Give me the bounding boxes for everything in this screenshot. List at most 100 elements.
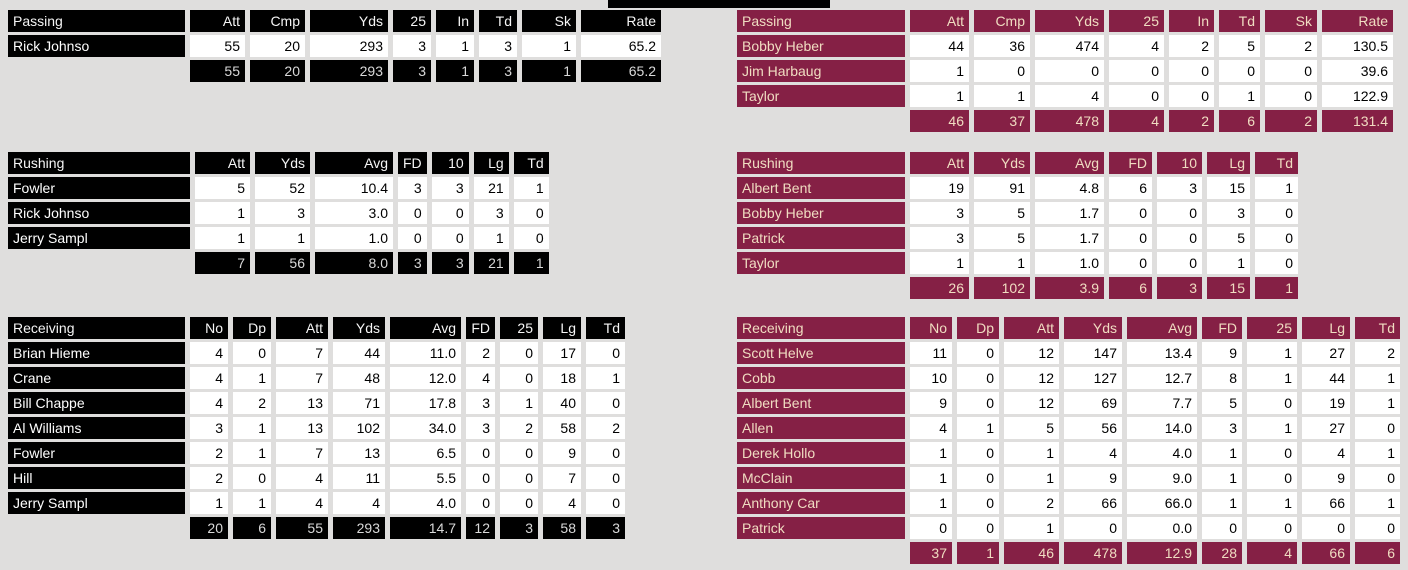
stat-cell: 0 (398, 202, 427, 224)
stat-cell: 1 (1355, 367, 1400, 389)
stat-cell: 3 (1202, 417, 1242, 439)
player-row: Jerry Sampl 1 1 1.0 0 0 1 0 (8, 227, 549, 249)
stat-cell: 0 (1265, 85, 1317, 107)
totals-row: 46 37 478 4 2 6 2 131.4 (737, 110, 1393, 132)
player-row: Jim Harbaug 1 0 0 0 0 0 0 39.6 (737, 60, 1393, 82)
stat-cell: 5.5 (390, 467, 461, 489)
left-passing-table: Passing Att Cmp Yds 25 In Td Sk Rate Rick Johnso 5… (3, 7, 666, 85)
column-header: 10 (431, 152, 469, 174)
total-cell: 8.0 (315, 252, 393, 274)
stat-cell: 0 (500, 442, 538, 464)
table-title-cell: Rushing (737, 152, 905, 174)
stat-cell: 7 (276, 442, 328, 464)
stat-cell: 1 (1202, 442, 1242, 464)
stat-cell: 0 (586, 467, 625, 489)
stat-cell: 0 (500, 367, 538, 389)
stat-cell: 3.0 (315, 202, 393, 224)
stat-cell: 56 (1064, 417, 1122, 439)
table-title-cell: Receiving (8, 317, 185, 339)
stat-cell: 4 (190, 392, 228, 414)
player-row: Brian Hieme 4 0 7 44 11.0 2 0 17 0 (8, 342, 625, 364)
stat-cell: 0 (957, 342, 999, 364)
stat-cell: 1 (1247, 417, 1297, 439)
right-rushing-table: Rushing Att Yds Avg FD 10 Lg Td Albert Bent 19 91 4… (732, 149, 1303, 302)
stat-cell: 0 (1064, 517, 1122, 539)
total-cell: 15 (1207, 277, 1250, 299)
header-row: Rushing Att Yds Avg FD 10 Lg Td (737, 152, 1298, 174)
stat-cell: 71 (333, 392, 385, 414)
stat-cell: 3 (1157, 177, 1202, 199)
total-cell: 3 (1157, 277, 1202, 299)
stat-cell: 3 (479, 35, 517, 57)
column-header: No (190, 317, 228, 339)
stat-cell: 6 (1109, 177, 1152, 199)
stat-cell: 1.0 (1035, 252, 1104, 274)
stat-cell: 1 (190, 492, 228, 514)
column-header: Cmp (250, 10, 305, 32)
total-blank-cell (737, 277, 905, 299)
player-row: Allen 4 1 5 56 14.0 3 1 27 0 (737, 417, 1400, 439)
stat-cell: 1 (586, 367, 625, 389)
total-blank-cell (8, 60, 185, 82)
title-bar (608, 0, 830, 8)
stat-cell: 1 (910, 442, 952, 464)
column-header: Lg (1302, 317, 1350, 339)
right-passing-table: Passing Att Cmp Yds 25 In Td Sk Rate Bobby Heber 4… (732, 7, 1398, 135)
stat-cell: 0 (1169, 60, 1214, 82)
column-header: Yds (333, 317, 385, 339)
total-cell: 6 (1109, 277, 1152, 299)
total-cell: 3.9 (1035, 277, 1104, 299)
stat-cell: 0 (1169, 85, 1214, 107)
column-header: No (910, 317, 952, 339)
player-name-cell: Bobby Heber (737, 35, 905, 57)
table-title-cell: Rushing (8, 152, 190, 174)
column-header: In (436, 10, 474, 32)
stat-cell: 4 (1109, 35, 1164, 57)
stat-cell: 0 (586, 442, 625, 464)
total-cell: 3 (393, 60, 431, 82)
player-name-cell: Scott Helve (737, 342, 905, 364)
player-row: Bobby Heber 44 36 474 4 2 5 2 130.5 (737, 35, 1393, 57)
stat-cell: 127 (1064, 367, 1122, 389)
stat-cell: 1 (1355, 392, 1400, 414)
stat-cell: 1 (1004, 442, 1059, 464)
left-receiving-table: Receiving No Dp Att Yds Avg FD 25 Lg Td Brian Hiem… (3, 314, 630, 542)
stat-cell: 4.0 (390, 492, 461, 514)
header-row: Passing Att Cmp Yds 25 In Td Sk Rate (8, 10, 661, 32)
player-row: Anthony Car 1 0 2 66 66.0 1 1 66 1 (737, 492, 1400, 514)
stat-cell: 6.5 (390, 442, 461, 464)
column-header: Avg (315, 152, 393, 174)
stat-cell: 9 (910, 392, 952, 414)
stat-cell: 1 (233, 367, 271, 389)
total-cell: 14.7 (390, 517, 461, 539)
stat-cell: 0 (957, 492, 999, 514)
stat-cell: 19 (910, 177, 969, 199)
stat-cell: 3 (910, 202, 969, 224)
total-cell: 3 (500, 517, 538, 539)
player-name-cell: Albert Bent (737, 177, 905, 199)
column-header: Att (910, 152, 969, 174)
player-row: Jerry Sampl 1 1 4 4 4.0 0 0 4 0 (8, 492, 625, 514)
total-blank-cell (737, 110, 905, 132)
player-name-cell: Patrick (737, 517, 905, 539)
column-header: Rate (581, 10, 661, 32)
player-row: Fowler 2 1 7 13 6.5 0 0 9 0 (8, 442, 625, 464)
total-cell: 1 (522, 60, 576, 82)
stat-cell: 13 (333, 442, 385, 464)
total-cell: 37 (910, 542, 952, 564)
total-cell: 21 (473, 252, 509, 274)
stat-cell: 2 (190, 442, 228, 464)
total-blank-cell (737, 542, 905, 564)
stat-cell: 55 (190, 35, 245, 57)
player-name-cell: Hill (8, 467, 185, 489)
stat-cell: 27 (1302, 417, 1350, 439)
player-name-cell: Jerry Sampl (8, 227, 190, 249)
stat-cell: 0 (1202, 517, 1242, 539)
stat-cell: 2 (500, 417, 538, 439)
stat-cell: 7 (276, 367, 328, 389)
stat-cell: 0 (1109, 227, 1152, 249)
stat-cell: 0 (957, 392, 999, 414)
stat-cell: 1 (1355, 442, 1400, 464)
stat-cell: 1 (233, 492, 271, 514)
total-cell: 102 (974, 277, 1030, 299)
